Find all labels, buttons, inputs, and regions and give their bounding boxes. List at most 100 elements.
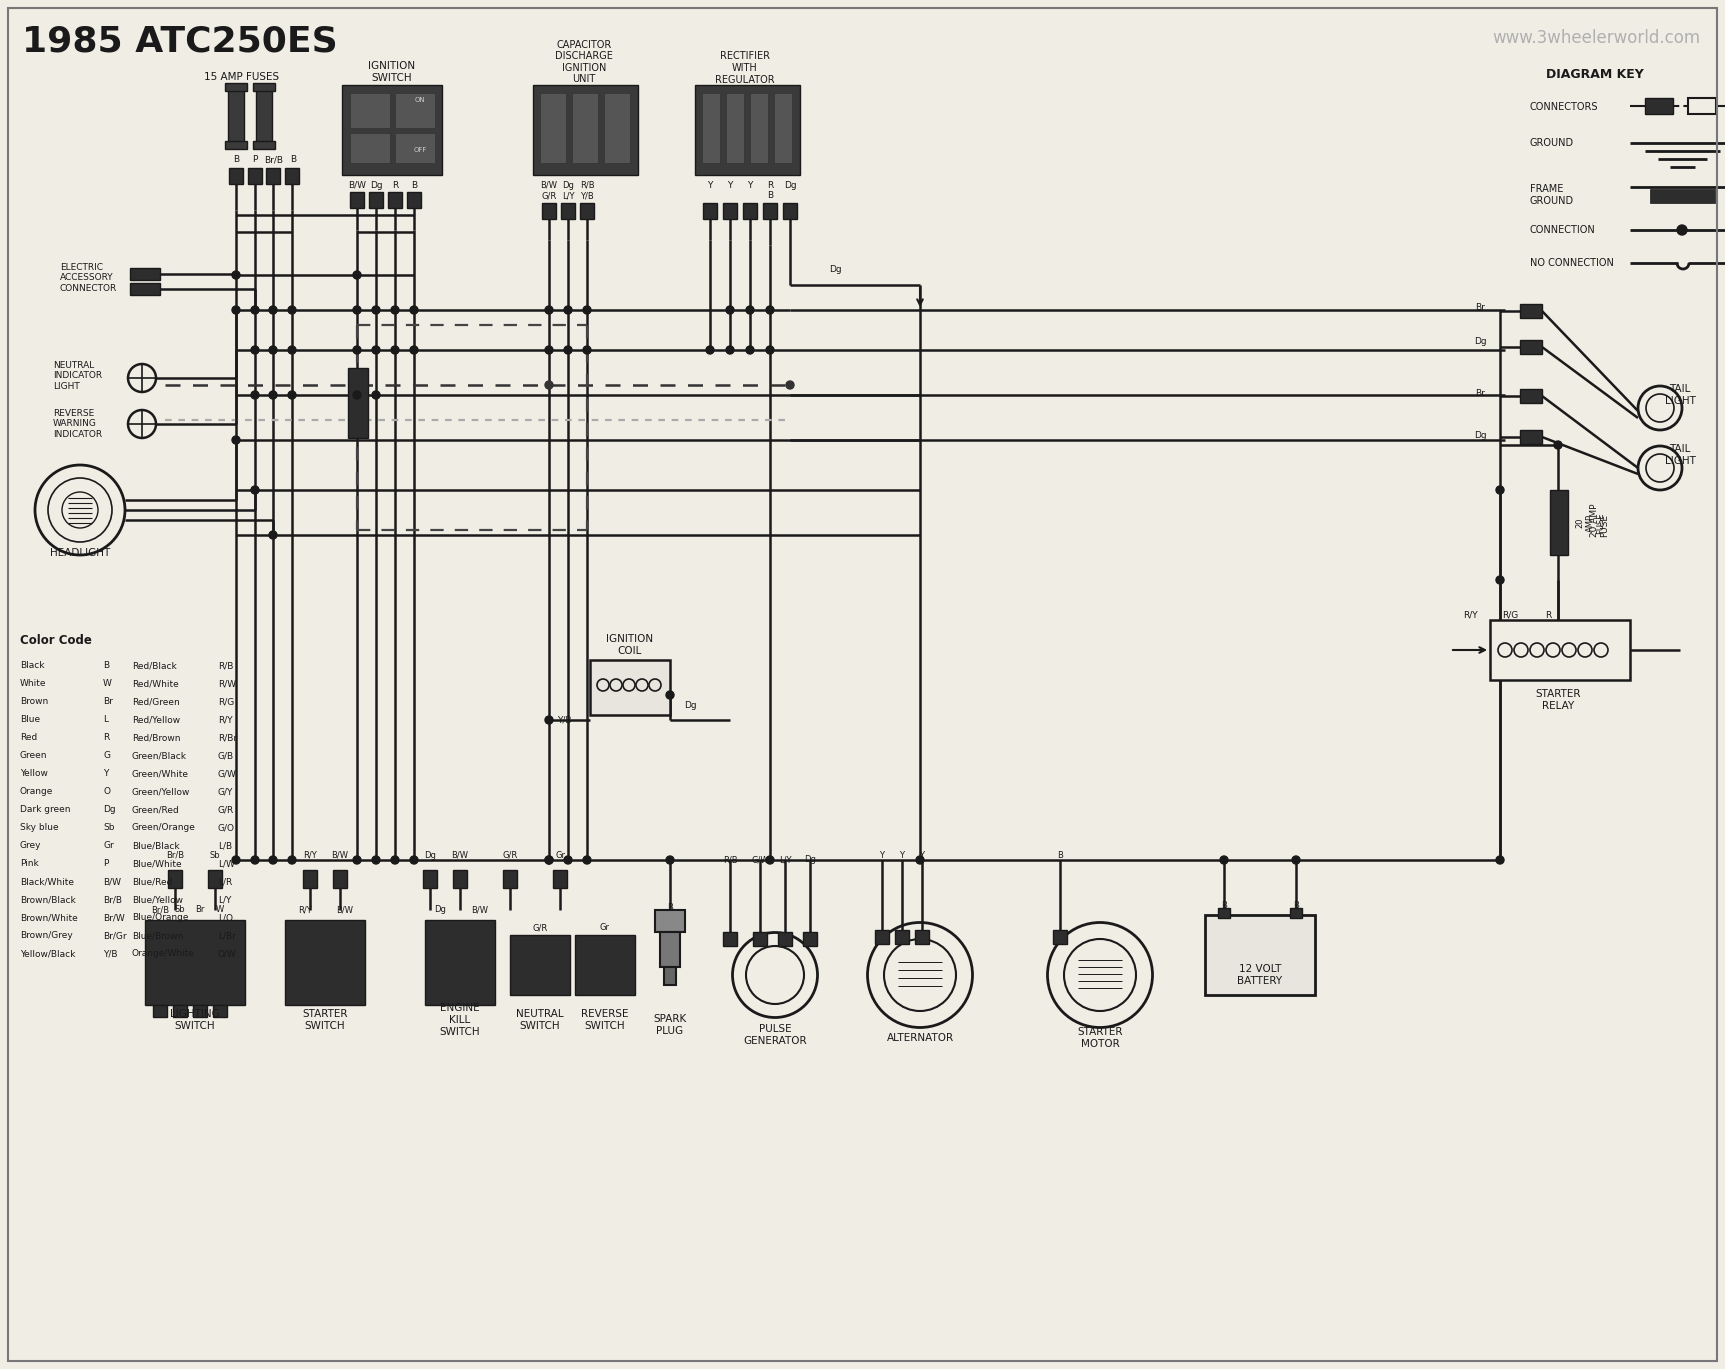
Circle shape (583, 856, 592, 864)
Text: Dg: Dg (828, 266, 842, 275)
Text: Dg: Dg (783, 181, 797, 189)
Bar (454, 871, 467, 888)
Text: Br: Br (104, 697, 112, 706)
Text: LIGHTING
SWITCH: LIGHTING SWITCH (171, 1009, 219, 1031)
Circle shape (1496, 856, 1504, 864)
Text: O/W: O/W (217, 950, 236, 958)
Text: Br/B: Br/B (152, 905, 169, 914)
Text: TAIL
LIGHT: TAIL LIGHT (1665, 444, 1696, 465)
Bar (695, 85, 800, 175)
Circle shape (564, 346, 573, 355)
Circle shape (392, 856, 398, 864)
Circle shape (252, 346, 259, 355)
Text: Green/White: Green/White (133, 769, 190, 779)
Circle shape (252, 856, 259, 864)
Bar (511, 935, 569, 995)
Text: Yellow/Black: Yellow/Black (21, 950, 76, 958)
Bar (254, 84, 274, 90)
Text: R/B: R/B (580, 181, 595, 189)
Bar (1551, 490, 1568, 554)
Bar (129, 268, 160, 281)
Text: G/O: G/O (217, 824, 235, 832)
Text: Dark green: Dark green (21, 805, 71, 815)
Text: NO CONNECTION: NO CONNECTION (1530, 257, 1615, 268)
Bar (1520, 430, 1542, 444)
Text: G/B: G/B (217, 752, 235, 761)
Bar (540, 93, 566, 163)
Text: G/R: G/R (502, 852, 518, 860)
Circle shape (545, 716, 554, 724)
Text: L/Y: L/Y (562, 192, 574, 200)
Circle shape (411, 307, 417, 314)
Text: B: B (233, 156, 240, 164)
Circle shape (411, 856, 417, 864)
Circle shape (766, 307, 775, 314)
Bar (604, 93, 630, 163)
Text: R: R (392, 181, 398, 189)
Bar (1520, 389, 1542, 402)
Text: Blue/Orange: Blue/Orange (133, 913, 188, 923)
Circle shape (252, 392, 259, 398)
Circle shape (411, 346, 417, 355)
Bar (743, 203, 757, 219)
Text: ENGINE
KILL
SWITCH: ENGINE KILL SWITCH (440, 1003, 480, 1036)
Text: CAPACITOR
DISCHARGE
IGNITION
UNIT: CAPACITOR DISCHARGE IGNITION UNIT (555, 40, 612, 85)
Text: R: R (768, 181, 773, 189)
Bar (1490, 620, 1630, 680)
Text: REVERSE
SWITCH: REVERSE SWITCH (581, 1009, 628, 1031)
Text: PULSE
GENERATOR: PULSE GENERATOR (743, 1024, 807, 1046)
Text: W: W (216, 905, 224, 914)
Text: Br/B: Br/B (264, 156, 283, 164)
Circle shape (354, 271, 361, 279)
Bar (224, 84, 247, 90)
Circle shape (354, 307, 361, 314)
Text: Red/Green: Red/Green (133, 697, 179, 706)
Bar (342, 85, 442, 175)
Text: White: White (21, 679, 47, 689)
Bar (750, 93, 768, 163)
Text: L/R: L/R (217, 878, 233, 887)
Text: IGNITION
COIL: IGNITION COIL (607, 634, 654, 656)
Text: Grey: Grey (21, 842, 41, 850)
Circle shape (269, 307, 278, 314)
Text: 20 AMP
FUSE: 20 AMP FUSE (1590, 504, 1609, 537)
Bar (775, 93, 792, 163)
Text: Green/Orange: Green/Orange (133, 824, 197, 832)
Text: ON: ON (414, 97, 426, 103)
Circle shape (545, 307, 554, 314)
Text: Blue/Red: Blue/Red (133, 878, 172, 887)
Circle shape (392, 346, 398, 355)
Text: L/Y: L/Y (217, 895, 231, 905)
Text: R/G: R/G (217, 697, 235, 706)
Text: G/R: G/R (533, 924, 547, 932)
Circle shape (564, 307, 573, 314)
Circle shape (545, 856, 554, 864)
Bar (350, 192, 364, 208)
Text: G/Y: G/Y (217, 787, 233, 797)
Text: STARTER
SWITCH: STARTER SWITCH (302, 1009, 348, 1031)
Text: Sky blue: Sky blue (21, 824, 59, 832)
Circle shape (373, 307, 380, 314)
Circle shape (354, 346, 361, 355)
Bar (1651, 189, 1715, 203)
Bar (661, 932, 680, 967)
Circle shape (231, 435, 240, 444)
Bar (574, 935, 635, 995)
Circle shape (706, 346, 714, 355)
Bar (423, 871, 436, 888)
Text: TAIL
LIGHT: TAIL LIGHT (1665, 385, 1696, 405)
Text: Red/Black: Red/Black (133, 661, 176, 671)
Circle shape (373, 346, 380, 355)
Text: B: B (668, 902, 673, 912)
Text: O: O (104, 787, 110, 797)
Bar (914, 930, 930, 945)
Text: 20
AMP
FUSE: 20 AMP FUSE (1575, 512, 1604, 534)
Bar (395, 93, 435, 127)
Bar (1290, 908, 1302, 919)
Text: Blue/White: Blue/White (133, 860, 181, 868)
Circle shape (269, 856, 278, 864)
Text: G: G (104, 752, 110, 761)
Circle shape (269, 346, 278, 355)
Text: Y: Y (747, 181, 752, 189)
Circle shape (354, 856, 361, 864)
